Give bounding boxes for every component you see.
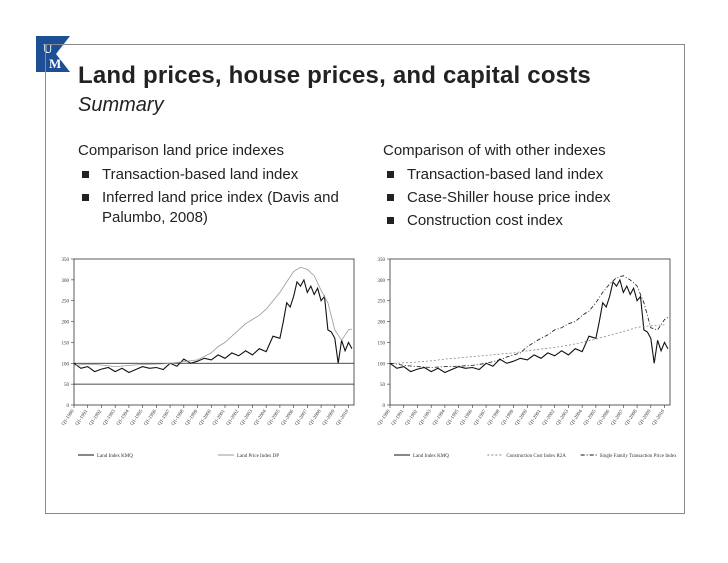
left-heading: Comparison land price indexes <box>78 142 284 159</box>
university-logo: U M <box>36 22 70 86</box>
bullet-square-icon <box>82 194 89 201</box>
right-heading: Comparison of with other indexes <box>383 142 606 159</box>
logo-shape: U M <box>36 36 70 72</box>
right-bullet-3: Construction cost index <box>383 211 673 231</box>
right-bullet-2: Case-Shiller house price index <box>383 188 673 208</box>
y-tick-label: 350 <box>378 258 386 263</box>
y-tick-label: 50 <box>380 383 386 388</box>
y-tick-label: 200 <box>378 321 386 326</box>
y-tick-label: 150 <box>378 341 386 346</box>
slide-frame <box>45 44 685 514</box>
y-tick-label: 250 <box>62 300 70 305</box>
slide-title: Land prices, house prices, and capital c… <box>78 62 591 89</box>
series-line-2 <box>73 266 352 368</box>
left-bullet-1: Transaction-based land index <box>78 165 368 185</box>
y-tick-label: 50 <box>64 383 70 388</box>
series-line-3 <box>389 275 669 368</box>
y-tick-label: 300 <box>378 279 386 284</box>
plot-area-frame <box>389 258 671 406</box>
left-bullet-2: Inferred land price index (Davis and Pal… <box>78 188 368 228</box>
slide-subtitle: Summary <box>78 94 164 116</box>
y-tick-label: 150 <box>62 341 70 346</box>
legend-label-3: Single Family Transaction Price Index <box>600 454 677 459</box>
legend-label-2: Land Price Index DP <box>237 454 279 459</box>
y-tick-label: 300 <box>62 279 70 284</box>
legend-label-2: Construction Cost Index R2A <box>506 454 566 459</box>
bullet-square-icon <box>387 217 394 224</box>
y-tick-label: 250 <box>378 300 386 305</box>
bullet-text: Transaction-based land index <box>407 166 604 183</box>
series-line-1 <box>73 278 353 374</box>
left-column: Comparison land price indexes Transactio… <box>78 141 368 231</box>
bullet-text: Case-Shiller house price index <box>407 189 611 206</box>
bullet-text: Inferred land price index (Davis and Pal… <box>102 189 339 226</box>
logo-letter-m: M <box>49 56 61 71</box>
series-line-2 <box>389 324 665 364</box>
y-tick-label: 0 <box>67 404 70 409</box>
right-column: Comparison of with other indexes Transac… <box>383 141 673 234</box>
y-tick-label: 350 <box>62 258 70 263</box>
logo-letter-u: U <box>43 41 53 56</box>
right-bullet-1: Transaction-based land index <box>383 165 673 185</box>
bullet-square-icon <box>82 171 89 178</box>
y-tick-label: 100 <box>378 362 386 367</box>
plot-area-frame <box>73 258 355 406</box>
bullet-square-icon <box>387 171 394 178</box>
x-tick-label: Q1-2010 <box>652 409 667 427</box>
bullet-text: Transaction-based land index <box>102 166 299 183</box>
legend-label-1: Land Index KMQ <box>413 454 449 459</box>
bullet-text: Construction cost index <box>407 212 563 229</box>
y-tick-label: 200 <box>62 321 70 326</box>
bullet-square-icon <box>387 194 394 201</box>
legend-label-1: Land Index KMQ <box>97 454 133 459</box>
x-tick-label: Q1-2010 <box>336 409 351 427</box>
series-line-1 <box>389 278 669 374</box>
y-tick-label: 100 <box>62 362 70 367</box>
y-tick-label: 0 <box>383 404 386 409</box>
